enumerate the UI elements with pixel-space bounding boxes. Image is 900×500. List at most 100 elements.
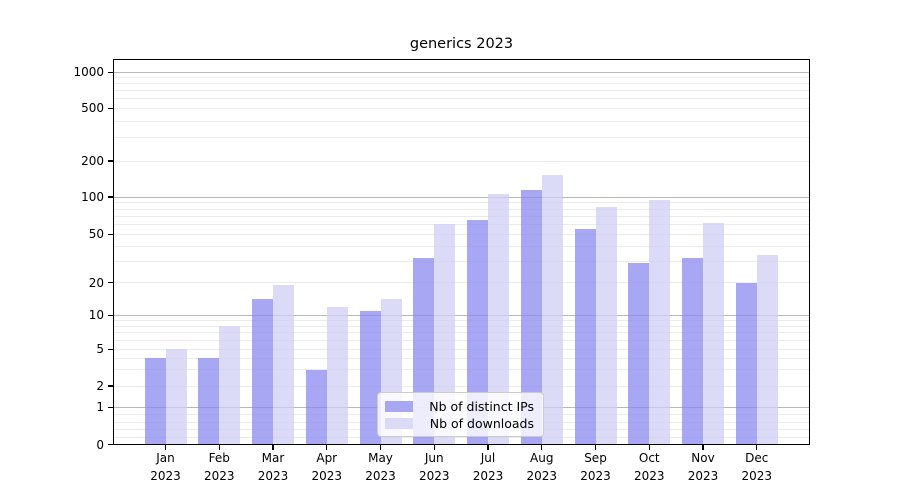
gridline-minor [113,83,810,85]
bar-distinct-ips-nov [682,257,703,445]
y-tick [108,348,113,350]
bar-downloads-mar [273,285,294,445]
gridline-minor [113,77,810,79]
gridline-minor [113,348,810,350]
y-tick-label: 100 [81,190,104,204]
bar-downloads-apr [326,306,348,445]
gridline-minor [113,98,810,100]
y-tick [108,406,113,408]
x-tick-label-sep: Sep 2023 [580,451,611,483]
x-tick [272,445,274,450]
x-tick-label-jun: Jun 2023 [418,451,450,483]
gridline-minor [113,339,810,341]
gridline-minor [113,369,810,371]
y-tick [108,444,113,446]
x-tick-label-nov: Nov 2023 [687,451,719,483]
gridline-minor [113,385,810,387]
bar-distinct-ips-mar [252,299,273,445]
y-tick-label: 500 [81,101,104,116]
y-tick [108,314,113,316]
x-tick-label-apr: Apr 2023 [311,451,343,483]
x-tick [487,445,489,450]
y-tick-label: 2 [96,379,104,393]
bar-downloads-aug [541,175,563,445]
gridline-minor [113,223,810,225]
legend-label-distinct-ips: Nb of distinct IPs [429,399,534,414]
chart-title: generics 2023 [409,36,514,52]
x-tick-label-mar: Mar 2023 [257,451,289,483]
x-tick [164,445,167,450]
bar-distinct-ips-may [359,310,381,445]
bar-distinct-ips-dec [735,282,757,445]
y-tick-label: 200 [81,154,104,168]
x-tick [218,445,220,450]
bar-downloads-jan [165,349,187,445]
x-tick-label-jan: Jan 2023 [150,451,181,483]
gridline-major [113,196,810,198]
y-tick [108,160,113,162]
bar-downloads-oct [649,200,671,445]
bar-downloads-sep [595,207,617,445]
y-tick-label: 0 [96,437,104,452]
legend-swatch-distinct-ips [385,401,413,412]
gridline-minor [113,332,810,334]
x-tick [594,445,597,450]
legend-item-distinct-ips: Nb of distinct IPs [385,398,534,415]
legend-swatch-downloads [385,418,413,429]
y-tick [108,71,113,73]
y-tick-label: 10 [88,308,104,323]
x-tick [756,445,758,450]
x-tick-label-may: May 2023 [365,451,396,483]
y-tick [108,196,113,198]
gridline-minor [113,357,810,359]
y-tick-label: 50 [88,227,104,242]
gridline-minor [113,202,810,204]
bar-distinct-ips-aug [520,189,542,445]
bar-downloads-nov [703,222,724,445]
y-tick [108,282,113,284]
bar-distinct-ips-sep [574,229,596,445]
bar-distinct-ips-jan [144,358,166,445]
gridline-major [113,314,810,316]
y-tick-label: 1000 [73,65,104,80]
gridline-minor [113,160,810,162]
x-tick [379,445,382,450]
gridline-minor [113,436,810,438]
plot-area [113,59,810,445]
bar-distinct-ips-feb [198,358,220,445]
gridline-minor [113,260,810,262]
gridline-minor [113,319,810,321]
legend-label-downloads: Nb of downloads [429,416,534,431]
gridline-minor [113,107,810,109]
bar-downloads-jul [488,194,509,445]
bar-distinct-ips-jul [467,220,488,445]
gridline-minor [113,233,810,235]
gridline-minor [113,282,810,284]
y-tick [108,107,113,109]
y-tick [108,233,113,235]
bar-downloads-jun [434,224,456,445]
x-tick-label-jul: Jul 2023 [472,451,504,483]
gridline-minor [113,325,810,327]
gridline-minor [113,90,810,92]
x-tick [326,445,328,450]
gridline-minor [113,215,810,217]
x-tick-label-feb: Feb 2023 [203,451,235,483]
y-tick-label: 5 [96,342,104,357]
gridline-minor [113,245,810,247]
bar-downloads-dec [756,254,778,445]
gridline-minor [113,208,810,210]
gridline-minor [113,120,810,122]
x-tick [541,445,543,450]
x-tick-label-oct: Oct 2023 [633,451,665,483]
x-tick-label-aug: Aug 2023 [526,451,558,483]
gridline-major [113,71,810,73]
bar-distinct-ips-oct [628,263,650,445]
y-tick-label: 20 [88,275,104,290]
gridline-minor [113,137,810,139]
y-tick-label: 1 [96,400,104,415]
x-tick [702,445,704,450]
legend-item-downloads: Nb of downloads [385,415,534,432]
y-tick [108,385,113,387]
